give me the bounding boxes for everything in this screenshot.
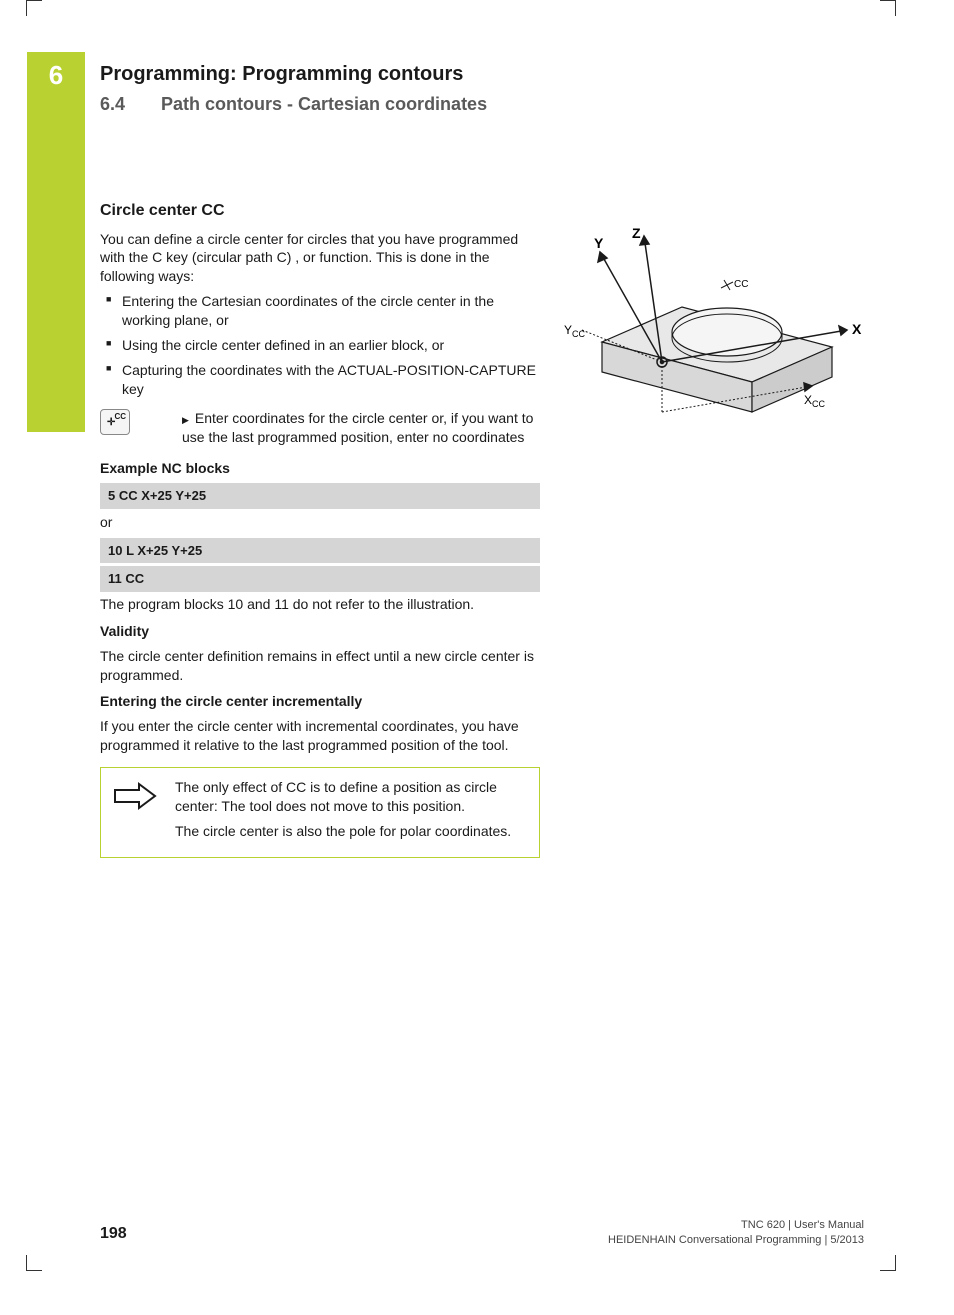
list-item: Capturing the coordinates with the ACTUA… [100,361,540,399]
section-number: 6.4 [100,94,156,115]
code-line: 5 CC X+25 Y+25 [100,483,540,509]
crop-mark [880,0,896,16]
section-title: Path contours - Cartesian coordinates [161,94,487,115]
incremental-text: If you enter the circle center with incr… [100,717,540,755]
axis-ycc-label: YCC [564,323,586,339]
crop-mark [26,1255,42,1271]
note-box: The only effect of CC is to define a pos… [100,767,540,858]
example-label: Example NC blocks [100,459,540,478]
or-text: or [100,513,540,532]
crop-mark [26,0,42,16]
list-item: Using the circle center defined in an ea… [100,336,540,355]
page-number: 198 [100,1225,127,1243]
key-symbol: ✛ [107,416,115,430]
chapter-title: Programming: Programming contours [100,63,463,86]
cc-label: CC [734,279,748,290]
arrow-icon [113,782,157,810]
axis-x-label: X [852,321,862,337]
note-line: The circle center is also the pole for p… [175,822,527,841]
note-line: The only effect of CC is to define a pos… [175,778,527,816]
chapter-number: 6 [27,60,85,91]
footer-text: TNC 620 | User's Manual HEIDENHAIN Conve… [608,1218,864,1247]
list-item: Entering the Cartesian coordinates of th… [100,292,540,330]
bullet-list: Entering the Cartesian coordinates of th… [100,292,540,398]
instruction-text: Enter coordinates for the circle center … [182,410,533,445]
section-heading: 6.4 Path contours - Cartesian coordinate… [100,94,487,115]
cc-key-icon: CC ✛ [100,409,130,435]
code-line: 11 CC [100,566,540,592]
key-label: CC [114,412,126,423]
axis-xcc-label: XCC [804,393,826,409]
incremental-label: Entering the circle center incrementally [100,692,540,711]
crop-mark [880,1255,896,1271]
key-instruction-row: CC ✛ Enter coordinates for the circle ce… [100,409,540,447]
key-instruction-text: Enter coordinates for the circle center … [182,409,540,447]
chapter-tab [27,52,85,432]
footer-line: HEIDENHAIN Conversational Programming | … [608,1233,864,1247]
subsection-heading: Circle center CC [100,200,540,222]
validity-label: Validity [100,622,540,641]
intro-paragraph: You can define a circle center for circl… [100,230,540,287]
code-line: 10 L X+25 Y+25 [100,538,540,564]
axis-y-label: Y [594,235,604,251]
note-text: The only effect of CC is to define a pos… [175,778,527,847]
footer-line: TNC 620 | User's Manual [608,1218,864,1232]
workpiece-diagram: CC X Y Z XCC YCC [562,222,862,422]
axis-z-label: Z [632,225,641,241]
validity-text: The circle center definition remains in … [100,647,540,685]
content-column: Circle center CC You can define a circle… [100,200,540,858]
after-code-text: The program blocks 10 and 11 do not refe… [100,595,540,614]
